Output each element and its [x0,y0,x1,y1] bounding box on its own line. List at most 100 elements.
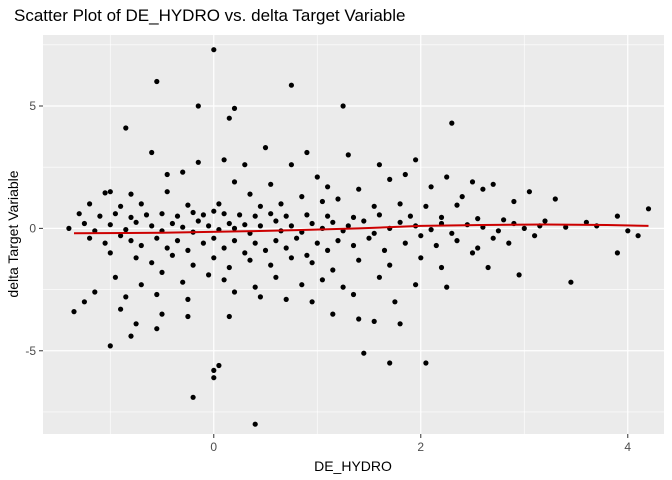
data-point [283,213,289,219]
data-point [97,213,103,219]
data-point [206,272,212,278]
data-point [216,362,222,369]
data-point [278,201,284,207]
data-point [511,198,517,205]
data-point [247,257,253,263]
x-tick-label: 2 [417,440,424,454]
data-point [242,222,248,228]
data-point [501,217,507,223]
y-tick-label: -5 [25,344,36,358]
data-point [376,212,382,218]
data-point [226,115,232,121]
data-point [226,313,232,320]
data-point [413,282,419,288]
data-point [376,274,382,280]
data-point [76,211,82,217]
data-point [87,201,93,207]
data-point [469,250,476,256]
data-point [438,264,445,271]
data-point [169,252,175,258]
data-point [206,223,212,229]
data-point [371,203,377,209]
data-point [454,238,460,244]
data-point [66,225,72,231]
data-point [92,289,98,295]
data-point [304,212,310,218]
data-point [532,233,538,239]
data-point [252,240,258,246]
data-point [350,242,357,249]
data-point [138,242,144,249]
data-point [128,333,134,339]
y-axis: 5 0 -5 [25,99,43,358]
data-point [418,255,424,261]
data-point [185,313,191,320]
data-point [407,213,413,219]
data-point [237,212,243,218]
data-point [262,247,269,253]
data-point [159,311,165,317]
data-point [180,279,186,285]
trend-line [73,223,649,235]
data-point [174,213,181,219]
data-point [340,284,346,290]
data-point [356,257,362,263]
data-point [397,321,403,327]
data-point [350,291,357,298]
data-point [123,125,129,131]
data-point [319,198,325,205]
data-point [583,219,590,225]
data-point [314,174,320,180]
data-point [485,264,491,271]
data-point [428,184,434,190]
data-point [200,212,206,218]
data-point [273,238,279,244]
x-axis-title: DE_HYDRO [314,458,392,474]
data-point [495,228,501,234]
data-point [169,220,175,227]
data-point [475,216,481,222]
data-point [309,260,315,266]
data-point [252,421,258,427]
data-point [361,218,367,224]
data-point [154,326,160,332]
data-point [231,289,238,295]
data-point [335,238,341,244]
data-point [211,367,217,373]
data-point [118,306,124,312]
data-point [350,214,357,220]
data-point [335,196,341,202]
data-point [392,299,398,305]
data-point [164,189,170,195]
data-point [107,250,113,256]
data-point [185,247,191,253]
x-axis: 0 2 4 [210,434,631,454]
data-point [154,291,160,298]
data-point [402,171,408,178]
data-point [143,212,150,218]
data-point [180,224,186,230]
data-point [81,299,87,305]
data-point [149,260,155,266]
data-point [154,235,160,241]
x-tick-label: 4 [624,440,631,454]
data-point [371,318,377,324]
data-point [268,211,274,217]
data-point [231,238,238,244]
data-point [211,375,217,381]
data-point [526,189,533,195]
y-axis-title: delta Target Variable [5,170,21,297]
data-point [428,227,434,233]
data-point [242,250,248,256]
data-point [221,157,227,163]
data-point [190,262,196,268]
data-point [299,194,305,200]
data-point [614,213,621,219]
data-point [190,209,196,216]
data-point [325,247,331,253]
data-point [226,264,232,271]
data-point [190,394,196,400]
data-point [423,203,429,209]
data-points [66,47,652,427]
